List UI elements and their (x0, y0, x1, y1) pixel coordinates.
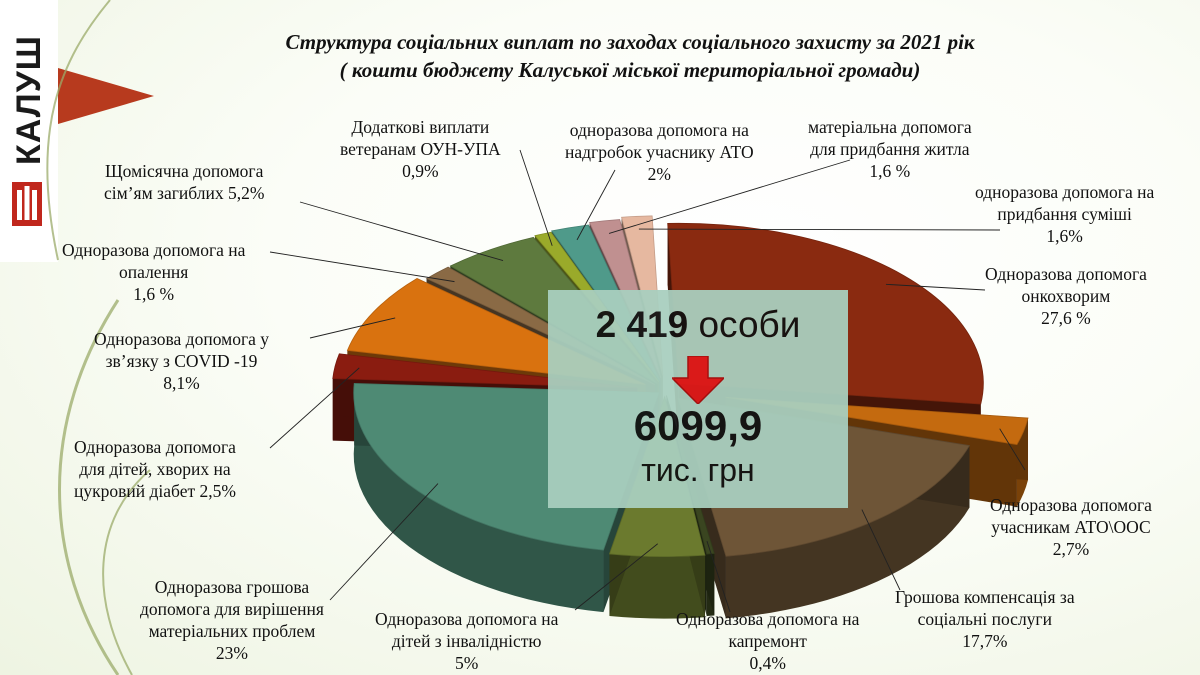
amount-unit: тис. грн (641, 452, 755, 488)
label-formula: одноразова допомога на придбання суміші … (975, 182, 1155, 246)
label-heating: Одноразова допомога на опалення 1,6 % (62, 240, 246, 304)
pie-slice-wall (353, 383, 604, 613)
pie-slice-wall (609, 553, 705, 619)
leader-line (861, 509, 901, 591)
label-ato-oos: Одноразова допомога учасникам АТО\ООС 2,… (990, 495, 1152, 559)
leader-line (519, 149, 553, 246)
persons-word: особи (698, 304, 801, 345)
leader-line (706, 540, 731, 613)
leader-lines (269, 149, 1026, 613)
leader-line (574, 543, 659, 611)
leader-line (299, 201, 504, 262)
decorative-curve (102, 469, 151, 675)
decorative-curves (46, 0, 151, 675)
label-capital-repair: Одноразова допомога на капремонт 0,4% (676, 609, 860, 673)
decorative-curve (46, 0, 111, 261)
label-families-fallen: Щомісячна допомога сім’ям загиблих 5,2% (104, 161, 265, 203)
leader-line (576, 169, 616, 241)
chart-title-line1: Структура соціальних виплат по заходах с… (285, 30, 975, 54)
persons-count: 2 419 особи (548, 304, 848, 346)
decorative-arrow (58, 68, 154, 124)
leader-line (638, 228, 1001, 231)
label-housing: матеріальна допомога для придбання житла… (808, 117, 972, 181)
pie-slice-wall (725, 445, 970, 619)
label-material-problems: Одноразова грошова допомога для вирішенн… (140, 577, 324, 663)
leader-line (309, 317, 396, 339)
label-covid: Одноразова допомога у зв’язку з COVID -1… (94, 329, 270, 393)
leader-line (269, 367, 360, 449)
down-arrow-icon (672, 356, 724, 404)
leader-line (329, 483, 439, 601)
persons-number: 2 419 (595, 304, 689, 345)
label-tombstone: одноразова допомога на надгробок учасник… (565, 120, 754, 184)
leader-line (885, 283, 986, 291)
logo-panel: КАЛУШ (0, 0, 58, 262)
summary-box: 2 419 особи 6099,9 тис. грн (548, 290, 848, 508)
label-diabetes: Одноразова допомога для дітей, хворих на… (74, 437, 236, 501)
label-social-services: Грошова компенсація за соціальні послуги… (895, 587, 1075, 651)
leader-line (999, 428, 1026, 471)
label-oun-upa: Додаткові виплати ветеранам ОУН-УПА 0,9% (340, 117, 501, 181)
leader-line (269, 251, 455, 283)
logo-emblem-icon (12, 182, 42, 226)
label-oncology: Одноразова допомога онкохворим 27,6 % (985, 264, 1147, 328)
chart-title: Структура соціальних виплат по заходах с… (200, 28, 1060, 84)
chart-title-line2: ( кошти бюджету Калуської міської терито… (339, 58, 921, 82)
decorative-curve (58, 299, 120, 675)
leader-line (608, 159, 851, 234)
label-disabled-children: Одноразова допомога на дітей з інвалідні… (375, 609, 559, 673)
total-amount: 6099,9 (633, 402, 763, 449)
